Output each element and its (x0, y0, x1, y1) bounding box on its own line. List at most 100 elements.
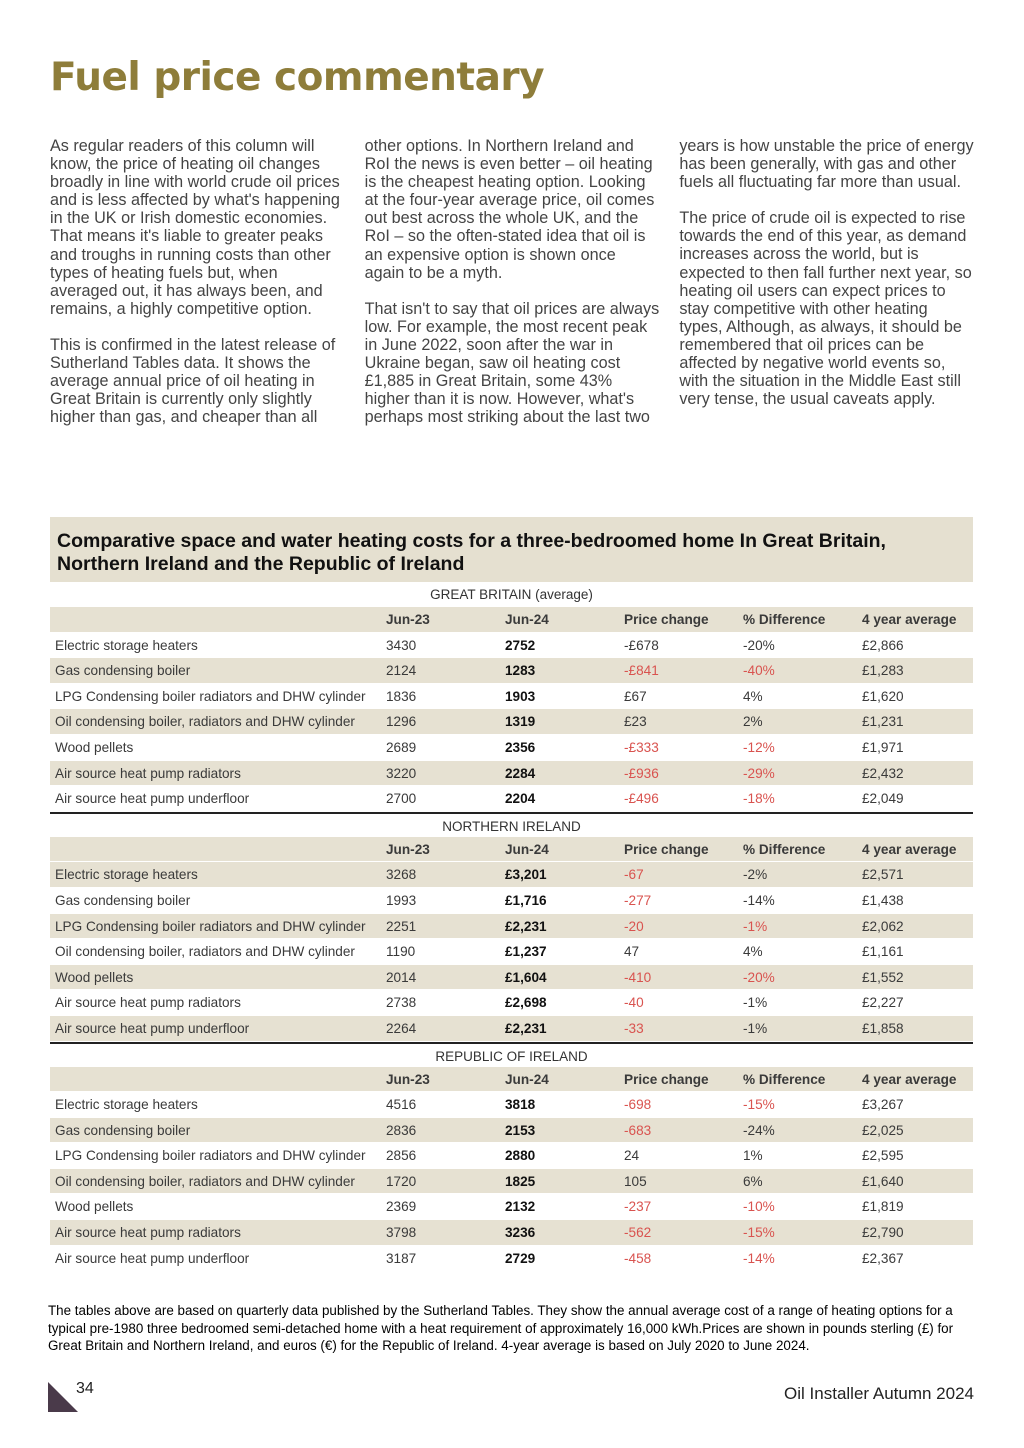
paragraph: The price of crude oil is expected to ri… (679, 209, 972, 409)
table-cell: -£841 (624, 663, 659, 679)
table-cell: 1296 (386, 714, 417, 730)
header-row: Jun-23 Jun-24 Price change % Difference 4 ye… (50, 836, 973, 863)
table-cell: £2,025 (862, 1122, 904, 1138)
row-label: Air source heat pump underfloor (55, 1020, 250, 1036)
table-cell: -10% (743, 1199, 775, 1215)
table-cell: 6% (743, 1173, 763, 1189)
table-cell: 3268 (386, 867, 417, 883)
table-cell: £2,231 (505, 1020, 547, 1036)
table-cell: 2264 (386, 1020, 417, 1036)
table-cell: £3,201 (505, 867, 547, 883)
section-heading: GREAT BRITAIN (average) (430, 587, 593, 602)
table-row: LPG Condensing boiler radiators and DHW … (50, 913, 973, 940)
table-cell: -1% (743, 918, 768, 934)
table-cell: 2356 (505, 739, 536, 755)
row-label: Air source heat pump radiators (55, 1225, 241, 1241)
row-label: Air source heat pump radiators (55, 765, 241, 781)
table-cell: -£936 (624, 765, 659, 781)
table-row: Air source heat pump radiators 3220 2284 -£… (50, 760, 973, 787)
header-cell (50, 1067, 378, 1092)
table-cell: 1283 (505, 663, 536, 679)
table-cell: -277 (624, 892, 652, 908)
row-label: Gas condensing boiler (55, 1122, 191, 1138)
article-body: As regular readers of this column will k… (50, 137, 974, 452)
table-cell: 2124 (386, 663, 417, 679)
table-row: Air source heat pump underfloor 3187 2729 -… (50, 1246, 973, 1272)
row-label: LPG Condensing boiler radiators and DHW … (55, 1148, 366, 1164)
table-cell: 1% (743, 1148, 763, 1164)
table-cell: £3,267 (862, 1097, 904, 1113)
table-row: LPG Condensing boiler radiators and DHW … (50, 1143, 973, 1169)
row-label: Gas condensing boiler (55, 892, 191, 908)
table-cell: -698 (624, 1097, 652, 1113)
row-label: Air source heat pump underfloor (55, 791, 250, 807)
row-label: Electric storage heaters (55, 637, 198, 653)
table-row: Gas condensing boiler 2836 2153 -683 -24% £2,… (50, 1117, 973, 1144)
table-cell: 105 (624, 1173, 647, 1189)
table-row: Gas condensing boiler 2124 1283 -£841 -40% £1… (50, 658, 973, 684)
table-cell: 2738 (386, 995, 417, 1011)
table-cell: £1,858 (862, 1020, 904, 1036)
table-cell: -1% (743, 995, 768, 1011)
cost-table: Comparative space and water heating cost… (50, 517, 973, 1272)
table-cell: £2,698 (505, 995, 547, 1011)
table-note: The tables above are based on quarterly … (48, 1303, 954, 1353)
table-cell: £23 (624, 714, 647, 730)
table-cell: -£496 (624, 791, 659, 807)
column-header: Jun-24 (505, 841, 549, 857)
table-cell: 2729 (505, 1250, 536, 1266)
table-cell: -18% (743, 791, 775, 807)
table-cell: 4% (743, 688, 763, 704)
table-cell: 1903 (505, 688, 536, 704)
row-label: Electric storage heaters (55, 867, 198, 883)
column-header: % Difference (743, 612, 826, 627)
table-row: Wood pellets 2369 2132 -237 -10% £1,819 (50, 1194, 973, 1221)
table-cell: 2014 (386, 969, 417, 985)
table-cell: -562 (624, 1225, 652, 1241)
table-title: Comparative space and water heating cost… (50, 517, 973, 582)
table-cell: £1,620 (862, 688, 904, 704)
table-cell: 2284 (505, 765, 536, 781)
table-cell: £2,231 (505, 918, 547, 934)
table-cell: -29% (743, 765, 775, 781)
table-cell: 1836 (386, 688, 417, 704)
paragraph: That isn't to say that oil prices are al… (364, 137, 974, 427)
table-cell: £2,595 (862, 1148, 904, 1164)
table-cell: £1,237 (505, 944, 547, 960)
table-cell: -40 (624, 995, 644, 1011)
table-cell: -14% (743, 1250, 775, 1266)
column-header: 4 year average (862, 1071, 957, 1087)
table-cell: £2,227 (862, 995, 904, 1011)
page-number: 34 (76, 1380, 94, 1397)
table-cell: -15% (743, 1097, 775, 1113)
table-cell: £2,062 (862, 918, 904, 934)
table-row: Oil condensing boiler, radiators and DHW… (50, 1168, 973, 1195)
section-heading: REPUBLIC OF IRELAND (50, 1041, 973, 1067)
paragraph: This is confirmed in the latest release … (50, 137, 655, 427)
table-cell: 47 (624, 944, 640, 960)
table-cell: 4% (743, 944, 763, 960)
table-cell: 2836 (386, 1122, 417, 1138)
row-label: Gas condensing boiler (55, 663, 191, 679)
table-row: Electric storage heaters 4516 3818 -698 -15%… (50, 1092, 973, 1118)
table-cell: £2,367 (862, 1250, 904, 1266)
corner-triangle (48, 1382, 78, 1412)
column-header: Jun-23 (386, 612, 430, 627)
table-cell: 3236 (505, 1225, 536, 1241)
table-cell: -410 (624, 969, 652, 985)
table-cell: -67 (624, 867, 644, 883)
table-cell: 4516 (386, 1097, 417, 1113)
table-cell: -237 (624, 1199, 652, 1215)
table-cell: 3798 (386, 1225, 417, 1241)
paragraph: As regular readers of this column will k… (50, 137, 340, 318)
header-cell (50, 607, 378, 632)
table-cell: 2689 (386, 739, 417, 755)
table-row: Wood pellets 2014 £1,604 -410 -20% £1,552 (50, 964, 973, 991)
row-label: Oil condensing boiler, radiators and DHW… (55, 944, 355, 960)
table-row: Air source heat pump radiators 2738 £2,698… (50, 990, 973, 1016)
table-cell: £2,571 (862, 867, 904, 883)
table-cell: 1720 (386, 1173, 417, 1189)
page-title: Fuel price commentary (50, 55, 545, 100)
table-row: Oil condensing boiler, radiators and DHW… (50, 939, 973, 965)
table-cell: 2% (743, 714, 763, 730)
